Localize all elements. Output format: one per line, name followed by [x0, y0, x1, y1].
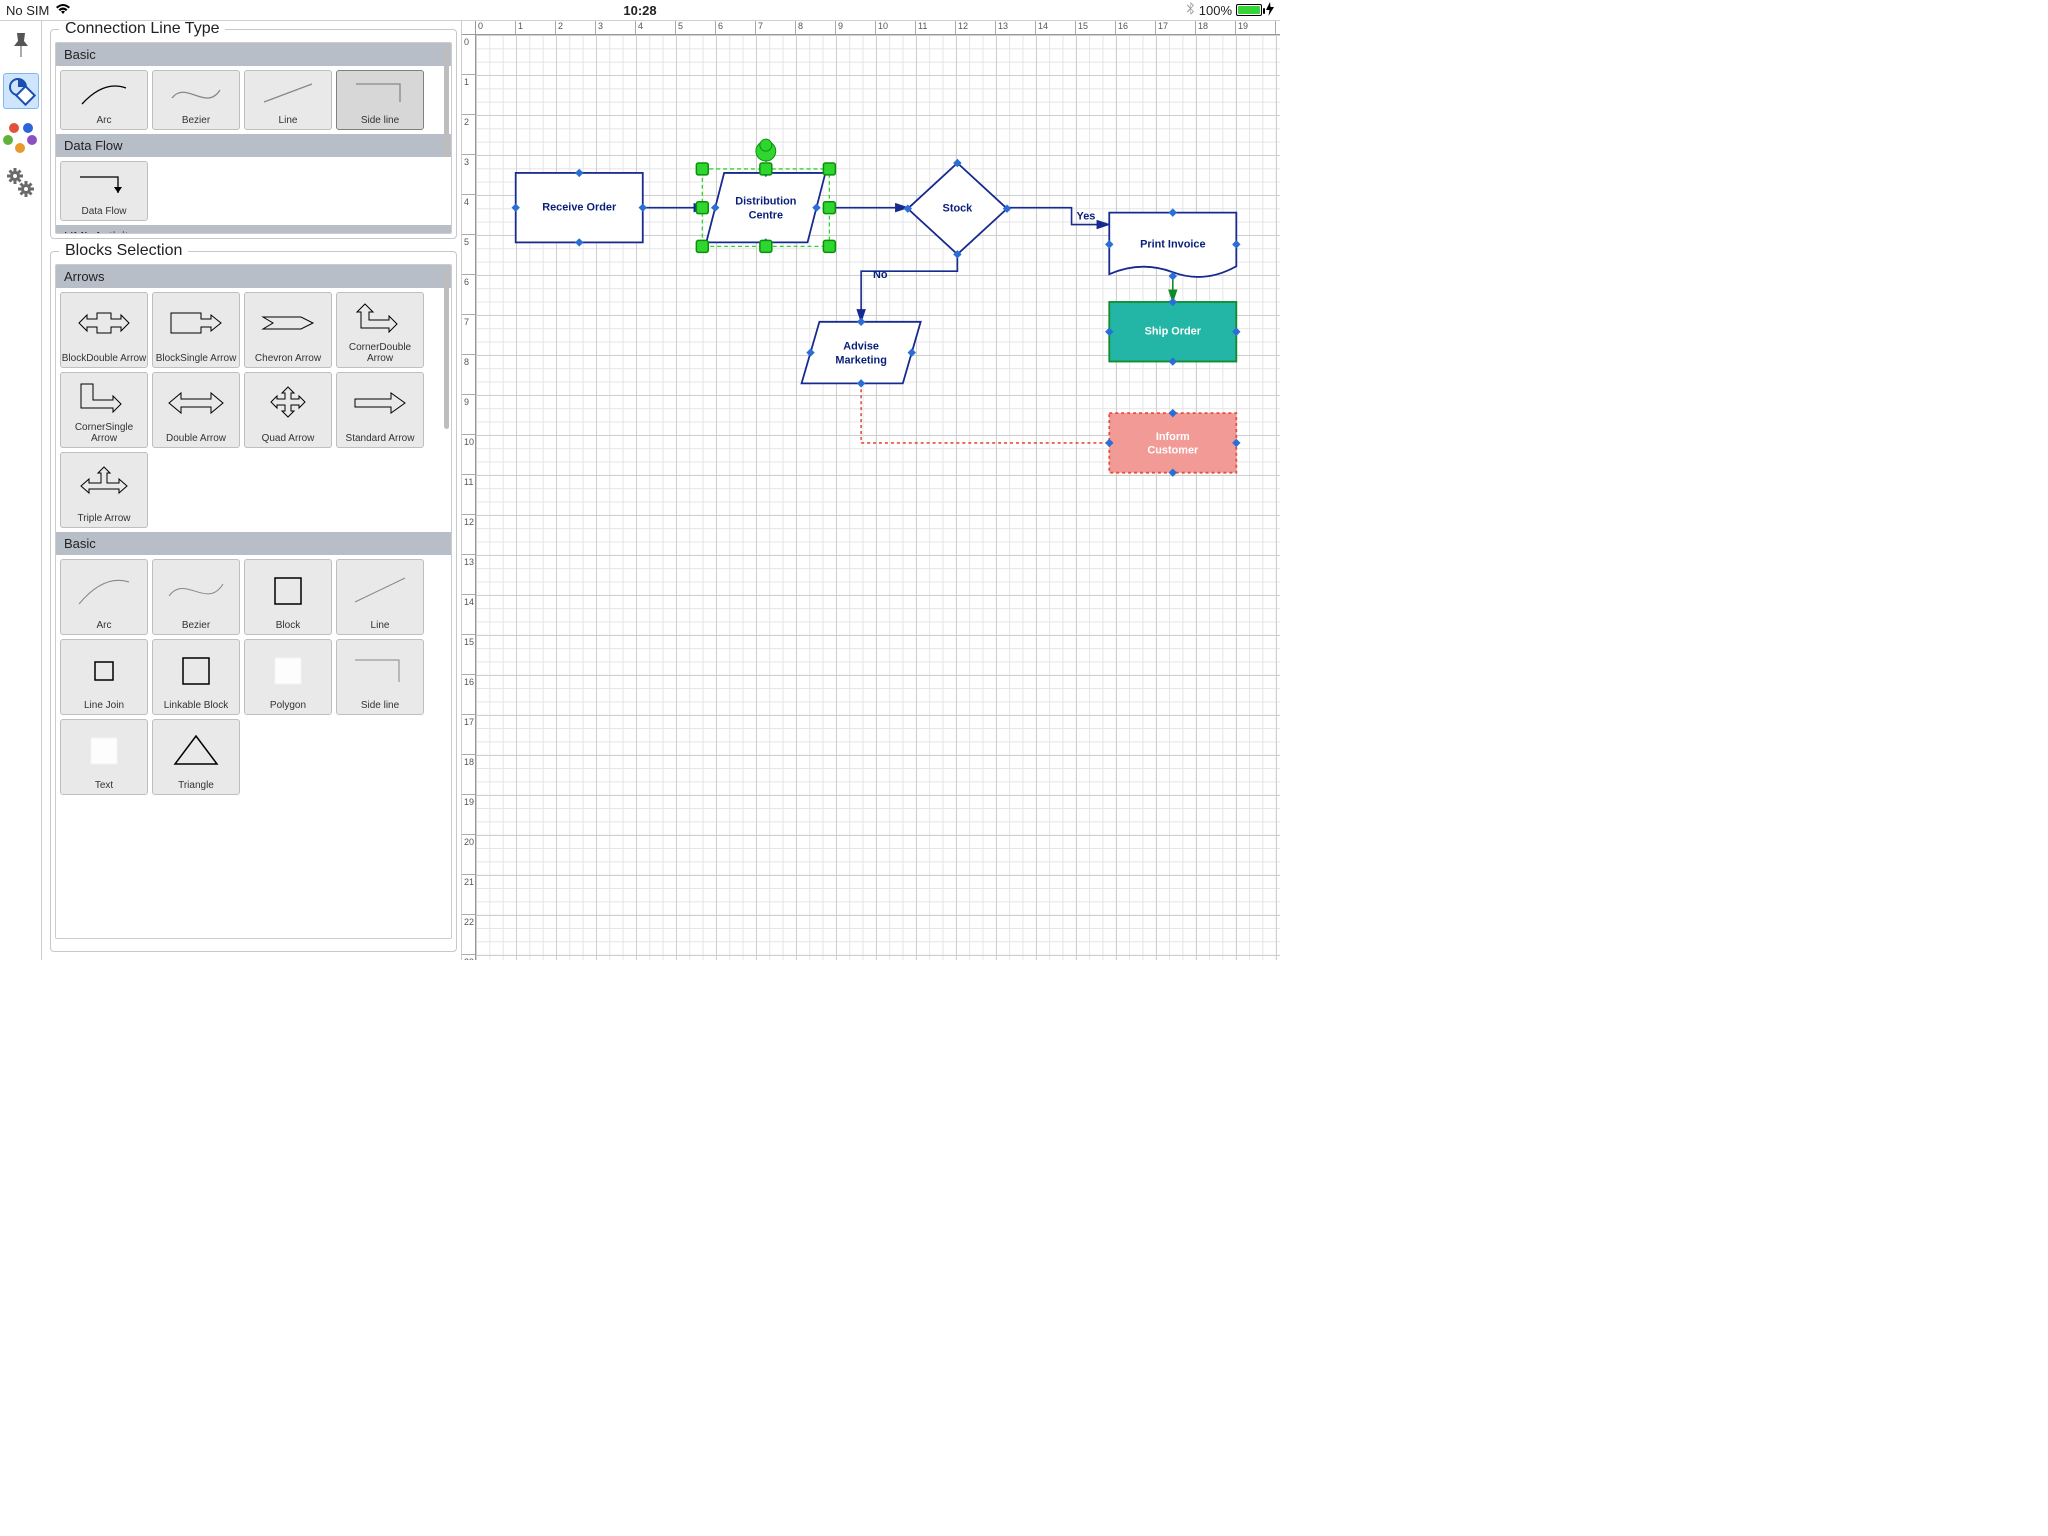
blk-block[interactable]: Block: [244, 559, 332, 635]
svg-text:Print Invoice: Print Invoice: [1140, 238, 1205, 250]
conn-arc[interactable]: Arc: [60, 70, 148, 130]
svg-text:Ship Order: Ship Order: [1145, 326, 1202, 338]
svg-text:Distribution: Distribution: [735, 196, 796, 208]
blk-blocksingle[interactable]: BlockSingle Arrow: [152, 292, 240, 368]
flowchart-svg[interactable]: Yes No Receive Order DistributionCentre Stoc…: [476, 35, 1280, 960]
section-basic: Basic: [56, 43, 451, 66]
tool-shapes[interactable]: [3, 73, 39, 109]
svg-text:Yes: Yes: [1077, 211, 1096, 223]
conn-dataflow[interactable]: Data Flow: [60, 161, 148, 221]
canvas[interactable]: Yes No Receive Order DistributionCentre Stoc…: [476, 35, 1280, 960]
svg-text:Customer: Customer: [1147, 445, 1199, 457]
ruler-horizontal: 012345678910111213141516171819: [476, 21, 1280, 35]
panel-blocks-title: Blocks Selection: [59, 242, 188, 260]
status-bar: No SIM 10:28 100%: [0, 0, 1280, 20]
ruler-corner: [462, 21, 476, 35]
blk-double[interactable]: Double Arrow: [152, 372, 240, 448]
svg-text:Receive Order: Receive Order: [542, 202, 617, 214]
tool-palette[interactable]: [3, 119, 39, 155]
blk-linejoin[interactable]: Line Join: [60, 639, 148, 715]
blk-polygon[interactable]: Polygon: [244, 639, 332, 715]
blk-text[interactable]: Text: [60, 719, 148, 795]
panel-connection: Connection Line Type Basic Arc Bezier: [50, 29, 457, 239]
conn-line[interactable]: Line: [244, 70, 332, 130]
conn-sideline[interactable]: Side line: [336, 70, 424, 130]
blk-arc[interactable]: Arc: [60, 559, 148, 635]
svg-text:Advise: Advise: [843, 341, 879, 353]
section-basic2: Basic: [56, 532, 451, 555]
tool-pin[interactable]: [3, 27, 39, 63]
svg-text:Stock: Stock: [943, 203, 974, 215]
svg-text:Inform: Inform: [1156, 431, 1190, 443]
section-dataflow: Data Flow: [56, 134, 451, 157]
panel-connection-title: Connection Line Type: [59, 21, 225, 38]
section-arrows: Arrows: [56, 265, 451, 288]
blk-chevron[interactable]: Chevron Arrow: [244, 292, 332, 368]
canvas-area[interactable]: 012345678910111213141516171819 012345678…: [462, 21, 1280, 960]
blk-cornerdouble[interactable]: CornerDouble Arrow: [336, 292, 424, 368]
blk-sideline2[interactable]: Side line: [336, 639, 424, 715]
section-uml: UML Activity: [56, 225, 451, 234]
svg-text:No: No: [873, 269, 888, 281]
blk-triangle[interactable]: Triangle: [152, 719, 240, 795]
blk-quad[interactable]: Quad Arrow: [244, 372, 332, 448]
ruler-vertical: 01234567891011121314151617181920212223: [462, 35, 476, 960]
clock: 10:28: [0, 3, 1280, 18]
battery-icon: [1236, 4, 1262, 16]
blk-blockdouble[interactable]: BlockDouble Arrow: [60, 292, 148, 368]
blk-standard[interactable]: Standard Arrow: [336, 372, 424, 448]
conn-bezier[interactable]: Bezier: [152, 70, 240, 130]
svg-text:Centre: Centre: [749, 209, 784, 221]
side-panels: Connection Line Type Basic Arc Bezier: [42, 21, 462, 960]
blk-linkable[interactable]: Linkable Block: [152, 639, 240, 715]
blk-cornersingle[interactable]: CornerSingle Arrow: [60, 372, 148, 448]
panel-connection-inner[interactable]: Basic Arc Bezier Line: [55, 42, 452, 234]
left-toolbar: [0, 21, 42, 960]
blk-line2[interactable]: Line: [336, 559, 424, 635]
blk-bezier2[interactable]: Bezier: [152, 559, 240, 635]
svg-text:Marketing: Marketing: [835, 354, 887, 366]
panel-blocks: Blocks Selection Arrows BlockDouble Arro…: [50, 251, 457, 952]
panel-blocks-inner[interactable]: Arrows BlockDouble Arrow BlockSingle Arr…: [55, 264, 452, 939]
blk-triple[interactable]: Triple Arrow: [60, 452, 148, 528]
tool-settings[interactable]: [3, 165, 39, 201]
